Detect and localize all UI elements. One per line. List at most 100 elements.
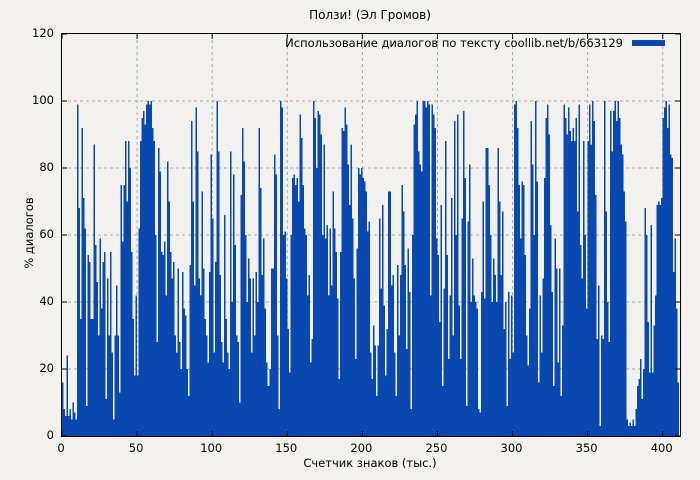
bar	[662, 117, 665, 436]
bar	[377, 345, 379, 436]
bar	[77, 104, 79, 436]
bar	[323, 144, 325, 436]
bar	[494, 275, 497, 436]
bar	[575, 117, 578, 436]
bar	[254, 335, 256, 436]
bar	[491, 302, 494, 436]
bar	[147, 101, 150, 436]
legend: Использование диалогов по тексту coollib…	[285, 36, 665, 50]
bar	[599, 425, 602, 436]
x-tick-label: 350	[575, 441, 598, 455]
bar	[66, 355, 69, 436]
bar	[608, 342, 611, 436]
bar	[535, 101, 537, 436]
bar	[604, 101, 606, 436]
bar	[541, 352, 543, 436]
bar	[375, 395, 378, 436]
bar	[526, 335, 528, 436]
bar	[490, 235, 492, 436]
bar	[120, 184, 123, 436]
bar	[179, 342, 181, 436]
bar	[505, 302, 507, 436]
bar	[213, 352, 216, 436]
bar	[233, 174, 235, 436]
bar	[342, 131, 345, 436]
bar	[362, 178, 364, 436]
bar	[438, 322, 441, 436]
bar	[69, 409, 72, 436]
bar	[267, 385, 270, 436]
bar	[613, 111, 615, 436]
bar	[74, 412, 76, 436]
bar	[90, 318, 93, 436]
bar	[653, 325, 656, 436]
bar	[68, 415, 70, 436]
bar	[465, 405, 468, 436]
bar	[453, 121, 456, 436]
bar	[544, 178, 546, 436]
bar	[219, 275, 222, 436]
y-tick-label: 40	[39, 294, 54, 308]
bar	[509, 358, 512, 436]
plot-area	[61, 33, 681, 437]
bar	[488, 184, 491, 436]
bar	[210, 154, 213, 436]
bar	[230, 151, 232, 436]
bar	[135, 295, 138, 436]
bar	[431, 104, 433, 436]
bar	[137, 375, 139, 436]
bar	[614, 101, 617, 436]
bar	[189, 265, 192, 436]
bar	[278, 409, 280, 436]
bar	[571, 141, 573, 436]
bar	[293, 174, 295, 436]
bar	[155, 235, 157, 436]
bar	[329, 228, 331, 436]
bar	[652, 372, 654, 436]
bar	[670, 154, 672, 436]
bar	[629, 422, 632, 436]
bar	[578, 104, 581, 436]
bar	[532, 164, 534, 436]
bar	[176, 352, 178, 436]
bar	[563, 104, 566, 436]
bar	[350, 144, 352, 436]
bar	[89, 261, 91, 436]
bar	[390, 285, 393, 436]
y-tick-label: 0	[46, 428, 54, 442]
bar	[87, 255, 90, 436]
bar	[287, 328, 289, 436]
bar	[551, 291, 554, 436]
bar	[619, 117, 621, 436]
bar	[255, 271, 258, 436]
bar	[581, 278, 584, 436]
bar	[387, 191, 390, 436]
bar	[620, 144, 623, 436]
y-tick-label: 20	[39, 361, 54, 375]
bar	[252, 278, 255, 436]
bar	[572, 127, 575, 436]
bar	[75, 419, 78, 436]
bar-series	[62, 101, 680, 436]
bar	[215, 261, 217, 436]
bar	[649, 372, 651, 436]
bar	[294, 184, 297, 436]
bar	[586, 308, 588, 436]
bar	[410, 409, 412, 436]
bar	[428, 104, 430, 436]
bar	[341, 127, 343, 436]
bar	[261, 275, 264, 436]
bar	[557, 362, 560, 436]
bar	[347, 164, 349, 436]
bar	[419, 164, 421, 436]
bar	[646, 235, 648, 436]
bar	[545, 117, 548, 436]
bar	[80, 318, 82, 436]
bar	[611, 151, 614, 436]
bar	[455, 235, 457, 436]
bar	[171, 278, 174, 436]
bar	[511, 295, 513, 436]
bar	[574, 141, 576, 436]
bar	[131, 251, 133, 436]
x-tick-label: 150	[275, 441, 298, 455]
